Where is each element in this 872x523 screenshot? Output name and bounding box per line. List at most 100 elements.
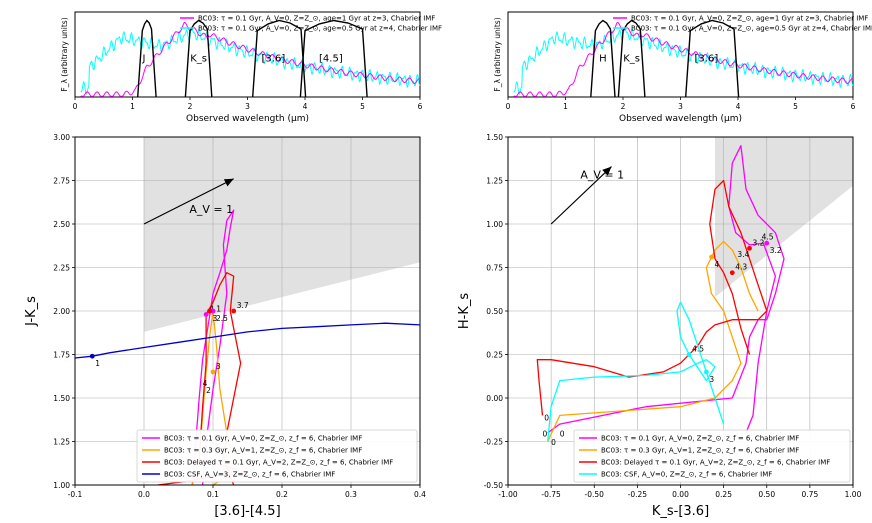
track-marker xyxy=(709,254,714,260)
x-tick-label: 0.0 xyxy=(138,490,150,499)
x-axis-label: Observed wavelength (μm) xyxy=(619,114,742,124)
legend-entry: BC03: τ = 0.1 Gyr, A_V=0, Z=Z_⊙, z_f = 6… xyxy=(164,435,362,443)
track-marker xyxy=(764,240,770,246)
marker-redshift-label: 3.7 xyxy=(237,301,249,310)
track-marker xyxy=(231,308,237,314)
y-tick-label: -0.25 xyxy=(484,438,504,447)
track-marker xyxy=(89,353,95,359)
legend-box xyxy=(573,429,851,483)
y-tick-label: 2.75 xyxy=(53,177,70,186)
x-tick-label: 1 xyxy=(130,102,135,111)
marker-redshift-label: 3.2 xyxy=(770,246,782,255)
legend-entry: BC03: Delayed τ = 0.1 Gyr, A_V=2, Z=Z_⊙,… xyxy=(164,459,393,467)
track-marker xyxy=(207,308,212,314)
spectrum-series-line xyxy=(80,21,421,97)
x-tick-label: -0.25 xyxy=(628,490,648,499)
filter-transmission-curve xyxy=(137,19,157,98)
redshift-annotation: 4 xyxy=(203,379,208,388)
series-line xyxy=(547,240,759,442)
series-line xyxy=(547,145,785,434)
track-marker xyxy=(210,369,216,375)
y-tick-label: 2.25 xyxy=(53,264,70,273)
marker-redshift-label: 2.5 xyxy=(216,314,228,323)
x-tick-label: 6 xyxy=(851,102,856,111)
x-tick-label: 2 xyxy=(188,102,193,111)
extinction-vector-arrowhead xyxy=(223,178,234,187)
filter-label: [3.6] xyxy=(695,53,719,64)
x-tick-label: 0.1 xyxy=(207,490,219,499)
track-marker xyxy=(703,369,709,375)
x-tick-label: 0.2 xyxy=(276,490,288,499)
filter-label: H xyxy=(599,53,607,64)
filter-transmission-curve xyxy=(590,19,616,98)
x-tick-label: 0 xyxy=(506,102,511,111)
y-tick-label: 0.00 xyxy=(486,394,503,403)
spectrum-series-line xyxy=(513,21,854,97)
y-axis-label: J-K_s xyxy=(24,296,39,327)
y-tick-label: 2.50 xyxy=(53,220,70,229)
filter-label: [4.5] xyxy=(319,53,343,64)
y-tick-label: 1.50 xyxy=(486,133,503,142)
x-tick-label: 1.00 xyxy=(845,490,862,499)
filter-transmission-curve xyxy=(252,19,307,98)
x-tick-label: 0 xyxy=(73,102,78,111)
y-axis-label: F_λ (arbitrary units) xyxy=(60,17,69,91)
series-line xyxy=(547,301,725,442)
x-tick-label: 0.3 xyxy=(345,490,357,499)
x-axis-label: [3.6]-[4.5] xyxy=(214,504,280,519)
redshift-annotation: 0 xyxy=(560,429,565,438)
y-tick-label: 0.25 xyxy=(486,351,503,360)
redshift-annotation: 0 xyxy=(543,429,548,438)
x-tick-label: 5 xyxy=(360,102,365,111)
legend-entry: BC03: Delayed τ = 0.1 Gyr, A_V=2, Z=Z_⊙,… xyxy=(601,459,830,467)
marker-redshift-label: 3 xyxy=(213,314,218,323)
series-line xyxy=(536,179,768,416)
marker-redshift-label: 4.5 xyxy=(692,345,704,354)
marker-redshift-label: 4 xyxy=(715,260,720,269)
marker-redshift-label: 3 xyxy=(216,362,221,371)
y-tick-label: 1.25 xyxy=(486,177,503,186)
legend-entry: BC03: τ = 0.1 Gyr, A_V=0, Z=Z_⊙, age=1 G… xyxy=(631,15,868,23)
redshift-annotation: 2 xyxy=(206,386,211,395)
y-tick-label: 1.75 xyxy=(53,351,70,360)
x-tick-label: 4 xyxy=(303,102,308,111)
y-tick-label: 1.25 xyxy=(53,438,70,447)
track-marker xyxy=(729,270,735,276)
x-tick-label: 0.4 xyxy=(414,490,426,499)
x-tick-label: 0.75 xyxy=(802,490,819,499)
x-tick-label: 4 xyxy=(736,102,741,111)
y-tick-label: 3.00 xyxy=(53,133,70,142)
filter-transmission-curve xyxy=(184,19,213,98)
extinction-vector-label: A_V = 1 xyxy=(189,203,233,216)
extinction-vector-arrowhead xyxy=(602,166,612,176)
y-axis-label: F_λ (arbitrary units) xyxy=(493,17,502,91)
redshift-annotation: 0 xyxy=(551,438,556,447)
y-tick-label: 1.00 xyxy=(486,220,503,229)
legend-entry: BC03: τ = 0.3 Gyr, A_V=1, Z=Z_⊙, z_f = 6… xyxy=(164,447,362,455)
legend-entry: BC03: τ = 0.1 Gyr, A_V=0, Z=Z_⊙, age=0.5… xyxy=(631,25,872,33)
x-tick-label: 0.25 xyxy=(715,490,732,499)
series-line xyxy=(75,322,420,359)
x-tick-label: -1.00 xyxy=(498,490,518,499)
spectrum-series-line xyxy=(513,26,854,95)
x-tick-label: 3 xyxy=(245,102,250,111)
x-tick-label: 0.00 xyxy=(672,490,689,499)
track-marker xyxy=(203,312,209,317)
series-group xyxy=(536,145,785,442)
spectrum-series-line xyxy=(80,26,421,95)
marker-redshift-label: 3 xyxy=(709,375,714,384)
shaded-selection-region xyxy=(715,137,853,298)
x-tick-label: 6 xyxy=(418,102,423,111)
track-marker xyxy=(686,352,692,357)
y-tick-label: 1.00 xyxy=(53,481,70,490)
marker-redshift-label: 4.3 xyxy=(735,263,747,272)
y-tick-label: -0.50 xyxy=(484,481,504,490)
filter-label: J xyxy=(142,53,146,64)
x-tick-label: 2 xyxy=(621,102,626,111)
filter-transmission-curve xyxy=(685,19,740,98)
x-tick-label: 3 xyxy=(678,102,683,111)
track-marker xyxy=(747,245,752,251)
x-tick-label: 0.50 xyxy=(758,490,775,499)
redshift-annotation: 4.5 xyxy=(762,233,774,242)
filter-transmission-curve xyxy=(299,19,368,98)
